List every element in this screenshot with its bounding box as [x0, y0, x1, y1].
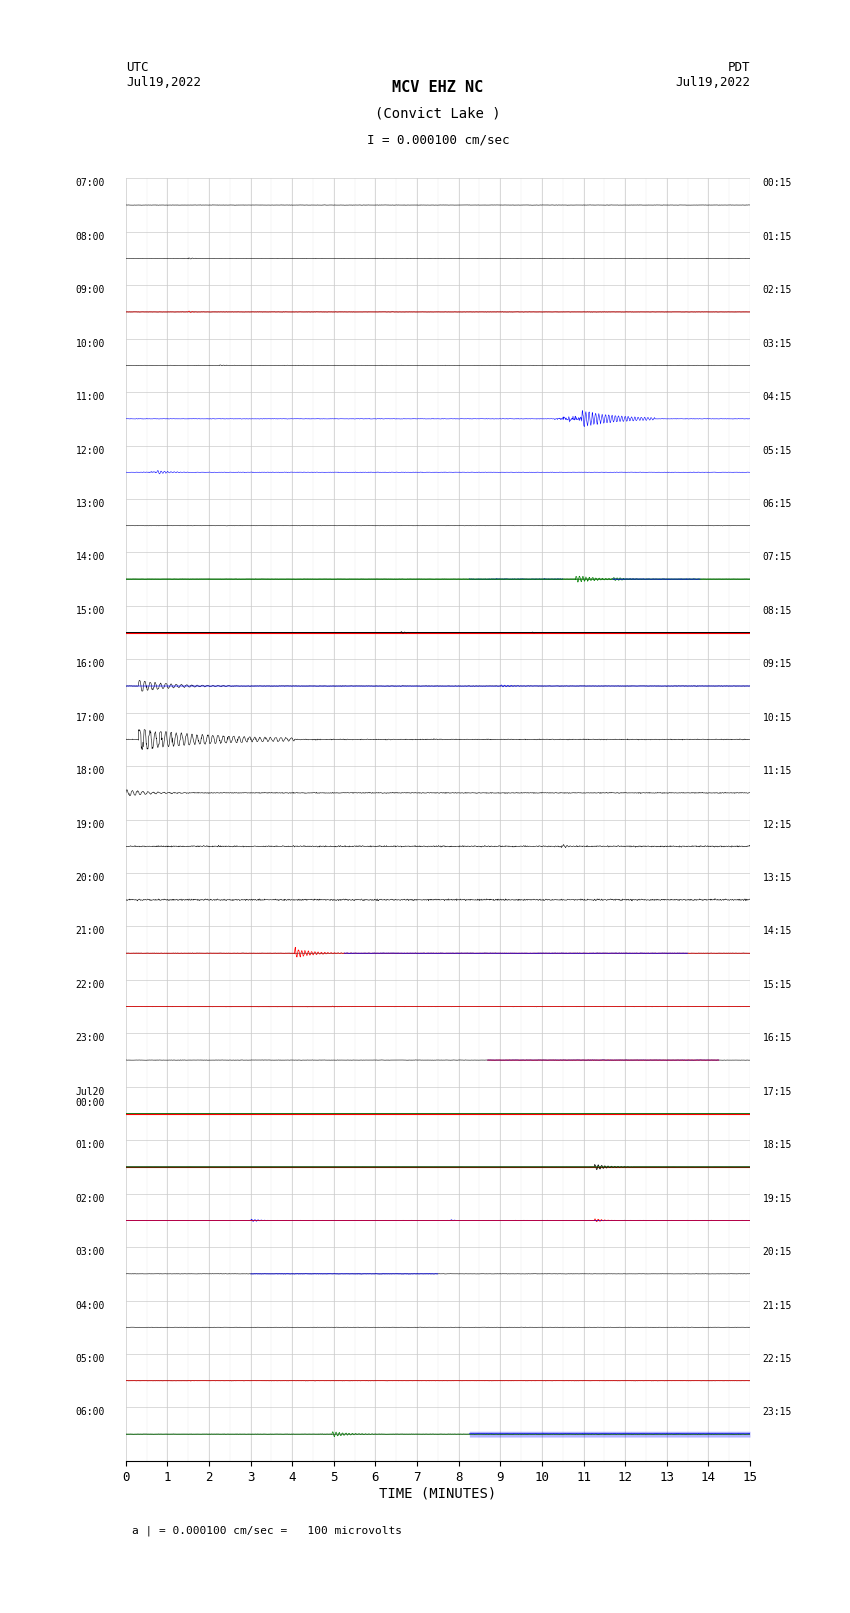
- Text: 00:15: 00:15: [762, 179, 792, 189]
- Text: 04:00: 04:00: [76, 1300, 105, 1310]
- Text: 13:15: 13:15: [762, 873, 792, 882]
- Text: 02:15: 02:15: [762, 286, 792, 295]
- Text: (Convict Lake ): (Convict Lake ): [375, 106, 501, 121]
- Text: 05:15: 05:15: [762, 445, 792, 455]
- Text: 16:00: 16:00: [76, 660, 105, 669]
- Text: 03:00: 03:00: [76, 1247, 105, 1257]
- Text: 07:15: 07:15: [762, 552, 792, 563]
- Text: 15:00: 15:00: [76, 606, 105, 616]
- Text: a | = 0.000100 cm/sec =   100 microvolts: a | = 0.000100 cm/sec = 100 microvolts: [132, 1524, 402, 1536]
- Text: 09:15: 09:15: [762, 660, 792, 669]
- Text: 01:15: 01:15: [762, 232, 792, 242]
- Text: 04:15: 04:15: [762, 392, 792, 402]
- Text: 16:15: 16:15: [762, 1034, 792, 1044]
- Text: 07:00: 07:00: [76, 179, 105, 189]
- Text: 09:00: 09:00: [76, 286, 105, 295]
- Text: Jul20
00:00: Jul20 00:00: [76, 1087, 105, 1108]
- Text: 20:00: 20:00: [76, 873, 105, 882]
- Text: 23:00: 23:00: [76, 1034, 105, 1044]
- Text: 14:15: 14:15: [762, 926, 792, 937]
- Text: 17:15: 17:15: [762, 1087, 792, 1097]
- Text: 17:00: 17:00: [76, 713, 105, 723]
- Text: 18:15: 18:15: [762, 1140, 792, 1150]
- Text: 20:15: 20:15: [762, 1247, 792, 1257]
- Text: 19:00: 19:00: [76, 819, 105, 829]
- Text: 06:00: 06:00: [76, 1408, 105, 1418]
- Text: 22:00: 22:00: [76, 981, 105, 990]
- Text: UTC
Jul19,2022: UTC Jul19,2022: [126, 61, 201, 89]
- X-axis label: TIME (MINUTES): TIME (MINUTES): [379, 1487, 496, 1500]
- Text: 05:00: 05:00: [76, 1353, 105, 1365]
- Text: 21:00: 21:00: [76, 926, 105, 937]
- Text: 08:15: 08:15: [762, 606, 792, 616]
- Text: 22:15: 22:15: [762, 1353, 792, 1365]
- Text: 10:00: 10:00: [76, 339, 105, 348]
- Text: 23:15: 23:15: [762, 1408, 792, 1418]
- Text: PDT
Jul19,2022: PDT Jul19,2022: [675, 61, 750, 89]
- Text: 13:00: 13:00: [76, 498, 105, 510]
- Text: 12:00: 12:00: [76, 445, 105, 455]
- Text: 21:15: 21:15: [762, 1300, 792, 1310]
- Text: I = 0.000100 cm/sec: I = 0.000100 cm/sec: [366, 134, 509, 147]
- Text: 11:15: 11:15: [762, 766, 792, 776]
- Text: 02:00: 02:00: [76, 1194, 105, 1203]
- Text: 08:00: 08:00: [76, 232, 105, 242]
- Text: 19:15: 19:15: [762, 1194, 792, 1203]
- Text: 06:15: 06:15: [762, 498, 792, 510]
- Text: 18:00: 18:00: [76, 766, 105, 776]
- Text: 10:15: 10:15: [762, 713, 792, 723]
- Text: 15:15: 15:15: [762, 981, 792, 990]
- Text: 03:15: 03:15: [762, 339, 792, 348]
- Text: 01:00: 01:00: [76, 1140, 105, 1150]
- Text: 12:15: 12:15: [762, 819, 792, 829]
- Text: MCV EHZ NC: MCV EHZ NC: [392, 81, 484, 95]
- Text: 11:00: 11:00: [76, 392, 105, 402]
- Text: 14:00: 14:00: [76, 552, 105, 563]
